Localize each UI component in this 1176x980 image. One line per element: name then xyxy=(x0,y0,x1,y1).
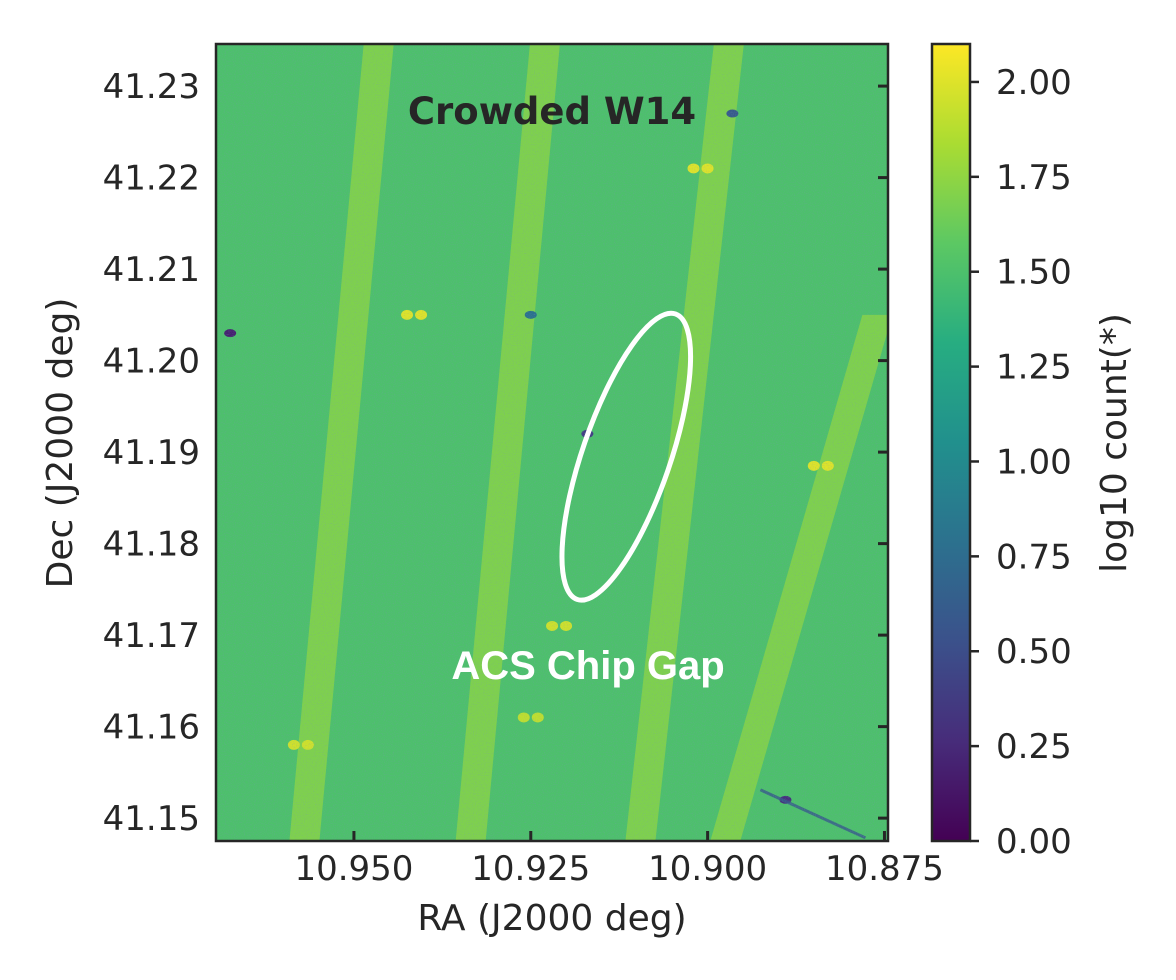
x-axis-label: RA (J2000 deg) xyxy=(417,898,686,939)
colorbar-tick-label: 0.25 xyxy=(996,727,1072,767)
y-axis-ticks: 41.15 41.16 41.17 41.18 41.19 41.20 41.21 41.22… xyxy=(103,67,888,839)
y-tick-label: 41.17 xyxy=(103,616,200,656)
colorbar-tick-label: 2.00 xyxy=(996,63,1072,103)
colorbar-tick-label: 1.50 xyxy=(996,253,1072,293)
plot-frame xyxy=(214,42,890,843)
x-tick-label: 10.925 xyxy=(471,849,590,889)
colorbar xyxy=(930,42,972,843)
heatmap-noise xyxy=(216,44,888,841)
y-tick-label: 41.21 xyxy=(103,250,200,290)
x-tick-label: 10.900 xyxy=(648,849,767,889)
y-tick-label: 41.20 xyxy=(103,342,200,382)
colorbar-label: log10 count(*) xyxy=(1094,313,1135,573)
y-tick-label: 41.22 xyxy=(103,159,200,199)
chart-title: Crowded W14 xyxy=(408,90,696,133)
x-tick-label: 10.875 xyxy=(825,849,944,889)
y-tick-label: 41.23 xyxy=(103,67,200,107)
colorbar-tick-label: 0.50 xyxy=(996,632,1072,672)
y-axis-label: Dec (J2000 deg) xyxy=(40,298,81,589)
colorbar-ticks: 0.00 0.25 0.50 0.75 1.00 1.25 1.50 1.75 2.00 xyxy=(970,63,1072,862)
colorbar-tick-label: 1.75 xyxy=(996,158,1072,198)
chip-gap-ellipse xyxy=(559,310,694,603)
heatmap-plot-area xyxy=(216,44,888,841)
colorbar-tick-label: 0.75 xyxy=(996,537,1072,577)
x-tick-label: 10.950 xyxy=(294,849,413,889)
colorbar-tick-label: 0.00 xyxy=(996,822,1072,862)
x-axis-ticks: 10.950 10.925 10.900 10.875 xyxy=(294,831,944,889)
y-tick-label: 41.18 xyxy=(103,525,200,565)
y-tick-label: 41.19 xyxy=(103,433,200,473)
chip-gap-annotation: ACS Chip Gap xyxy=(451,644,724,688)
y-tick-label: 41.15 xyxy=(103,799,200,839)
colorbar-tick-label: 1.25 xyxy=(996,348,1072,388)
colorbar-tick-label: 1.00 xyxy=(996,442,1072,482)
y-tick-label: 41.16 xyxy=(103,708,200,748)
